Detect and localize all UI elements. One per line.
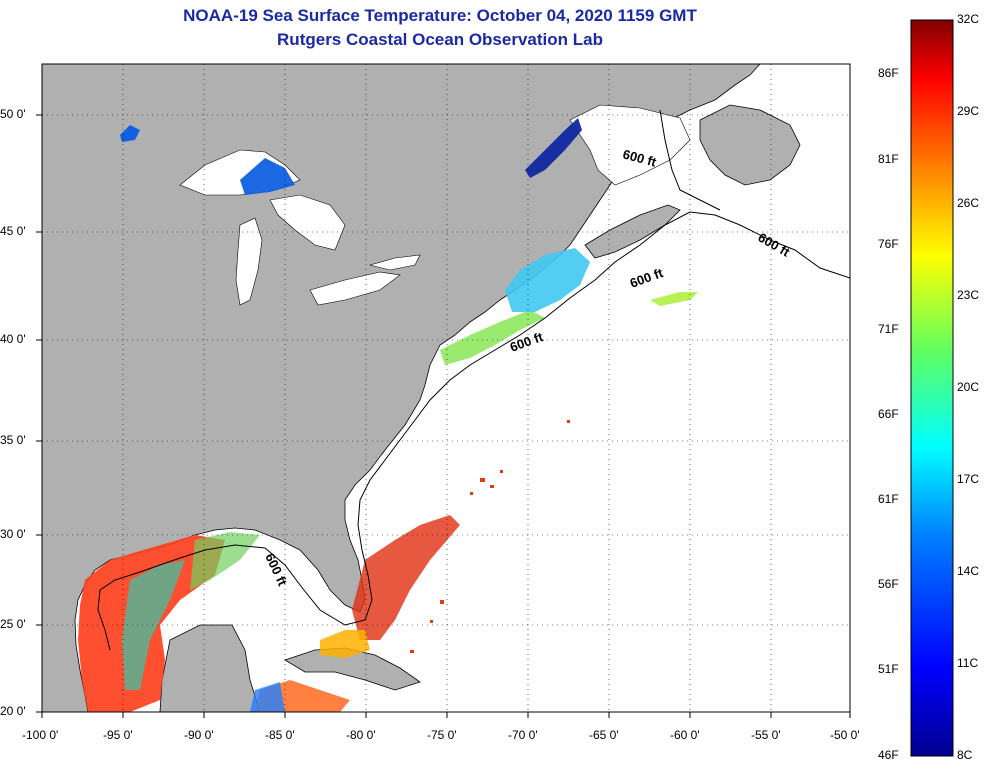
- landmass-newfoundland: [699, 104, 801, 186]
- isobath-600ft: [97, 211, 850, 651]
- sst-st-lawrence: [525, 118, 582, 178]
- sst-mid-atlantic: [440, 310, 545, 365]
- lon-tick-label: -95 0': [103, 728, 133, 742]
- colorbar-fahrenheit-label: 66F: [878, 407, 899, 421]
- lat-tick-label: 45 0': [0, 224, 26, 238]
- colorbar-celsius-label: 32C: [957, 12, 980, 26]
- landmass-yucatan: [159, 624, 261, 712]
- lat-tick-label: 30 0': [0, 527, 26, 541]
- lat-tick-label: 20 0': [0, 704, 26, 718]
- lon-tick-label: -100 0': [22, 728, 59, 742]
- colorbar-celsius-label: 17C: [957, 472, 980, 486]
- sst-florida-keys: [320, 630, 370, 658]
- lat-tick-label: 35 0': [0, 433, 26, 447]
- colorbar-fahrenheit-label: 61F: [878, 492, 899, 506]
- sst-bahamas: [352, 515, 460, 640]
- lon-tick-label: -50 0': [830, 728, 860, 742]
- map-title: NOAA-19 Sea Surface Temperature: October…: [183, 6, 697, 25]
- landmass-north-america: [42, 64, 761, 712]
- sst-lake-superior: [240, 158, 295, 195]
- lon-tick-label: -70 0': [508, 728, 538, 742]
- lat-tick-label: 25 0': [0, 617, 26, 631]
- sst-gulf-east: [190, 532, 260, 590]
- sst-caribbean-blue: [250, 682, 285, 712]
- sst-gulf-cool-streak: [122, 560, 185, 690]
- sst-hudson-bay-speck: [120, 125, 140, 142]
- colorbar-fahrenheit-label: 71F: [878, 322, 899, 336]
- sst-gulf-of-maine: [505, 248, 590, 312]
- plot-frame: [41, 63, 851, 713]
- colorbar-celsius-label: 23C: [957, 288, 980, 302]
- graticule: [42, 64, 850, 712]
- lon-tick-label: -65 0': [589, 728, 619, 742]
- colorbar-celsius-label: 20C: [957, 380, 980, 394]
- colorbar-fahrenheit-label: 86F: [878, 66, 899, 80]
- lon-tick-label: -80 0': [346, 728, 376, 742]
- lon-tick-label: -85 0': [265, 728, 295, 742]
- lon-tick-label: -75 0': [427, 728, 457, 742]
- sst-georges-bank: [650, 292, 698, 306]
- colorbar-celsius-label: 8C: [957, 748, 973, 762]
- colorbar-celsius-label: 14C: [957, 564, 980, 578]
- colorbar-fahrenheit-label: 76F: [878, 237, 899, 251]
- colorbar-fahrenheit-label: 51F: [878, 662, 899, 676]
- lon-tick-label: -55 0': [751, 728, 781, 742]
- isobath-600ft-north: [659, 109, 721, 211]
- lat-tick-label: 40 0': [0, 332, 26, 346]
- colorbar-fahrenheit-label: 56F: [878, 577, 899, 591]
- tick-marks: [36, 114, 851, 718]
- lat-tick-label: 50 0': [0, 107, 26, 121]
- colorbar-fahrenheit-label: 46F: [878, 748, 899, 762]
- colorbar-celsius-label: 26C: [957, 196, 980, 210]
- colorbar-fahrenheit-label: 81F: [878, 152, 899, 166]
- lon-tick-label: -60 0': [670, 728, 700, 742]
- map-subtitle: Rutgers Coastal Ocean Observation Lab: [277, 30, 603, 49]
- colorbar-celsius-label: 29C: [957, 104, 980, 118]
- colorbar: [910, 19, 954, 757]
- colorbar-celsius-label: 11C: [957, 656, 979, 670]
- lon-tick-label: -90 0': [184, 728, 214, 742]
- sst-offshore-specks: [410, 420, 570, 653]
